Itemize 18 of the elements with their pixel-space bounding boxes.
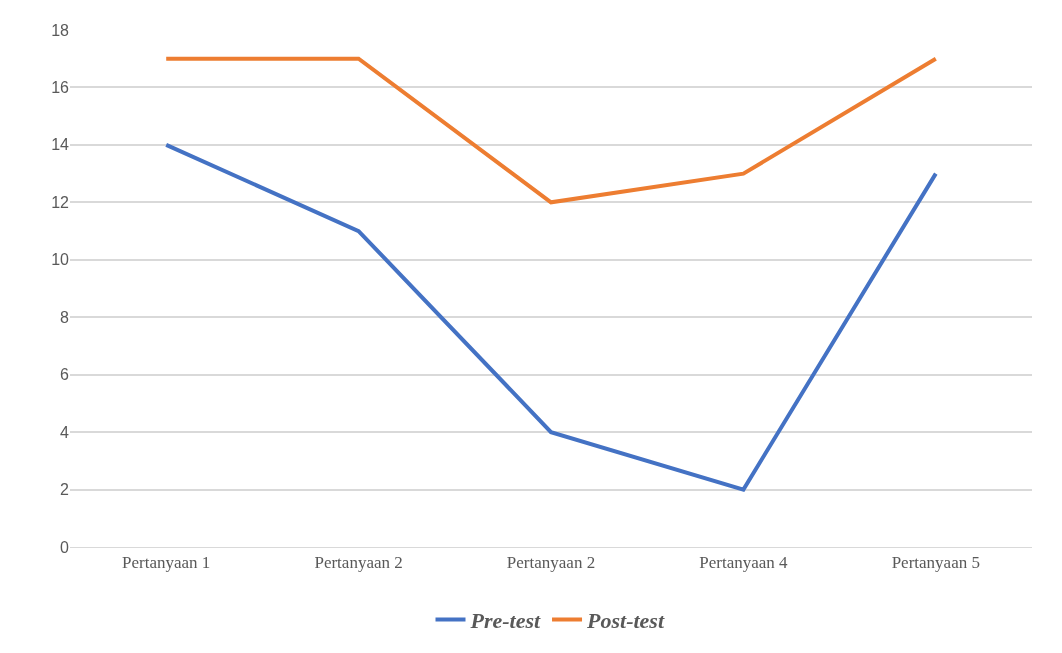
y-tick-label: 12 <box>51 193 70 211</box>
y-tick-label: 10 <box>51 251 70 269</box>
x-tick-label: Pertanyaan 4 <box>699 553 789 573</box>
x-tick-label: Pertanyaan 1 <box>122 553 211 573</box>
legend-label: Post-test <box>586 608 665 634</box>
y-tick-label: 18 <box>51 21 70 39</box>
y-tick-label: 14 <box>51 136 70 154</box>
x-tick-label: Pertanyaan 2 <box>314 553 403 573</box>
y-tick-label: 4 <box>60 423 70 441</box>
legend-label: Pre-test <box>469 608 542 634</box>
line-series <box>164 142 938 492</box>
y-tick-label: 2 <box>60 481 70 499</box>
y-tick-label: 16 <box>51 79 70 97</box>
y-tick-label: 0 <box>60 538 70 556</box>
y-tick-label: 8 <box>60 308 70 326</box>
y-tick-label: 6 <box>60 366 70 384</box>
x-tick-label: Pertanyaan 5 <box>891 553 980 573</box>
x-tick-label: Pertanyaan 2 <box>506 553 596 573</box>
